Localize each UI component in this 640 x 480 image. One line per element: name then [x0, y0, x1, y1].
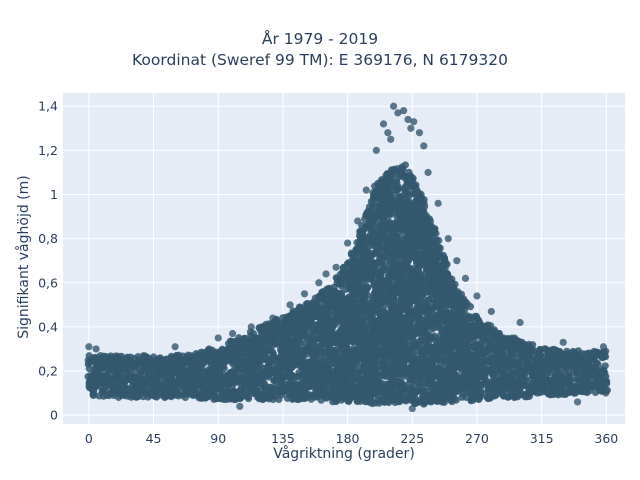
data-point — [450, 395, 459, 403]
data-point — [229, 381, 237, 390]
data-point — [436, 244, 444, 252]
chart-subtitle: Koordinat (Sweref 99 TM): E 369176, N 61… — [132, 51, 508, 69]
data-point — [420, 196, 428, 204]
data-point — [435, 236, 443, 245]
data-point — [421, 202, 429, 210]
chart-title: År 1979 - 2019 — [261, 30, 379, 48]
data-point — [390, 295, 398, 303]
data-point — [451, 280, 459, 288]
data-point — [409, 174, 417, 182]
data-point — [89, 391, 98, 400]
data-point — [123, 384, 131, 392]
data-point — [432, 229, 440, 238]
data-point — [244, 394, 253, 403]
data-point — [220, 364, 228, 372]
data-point — [443, 260, 451, 269]
data-point — [401, 161, 409, 169]
